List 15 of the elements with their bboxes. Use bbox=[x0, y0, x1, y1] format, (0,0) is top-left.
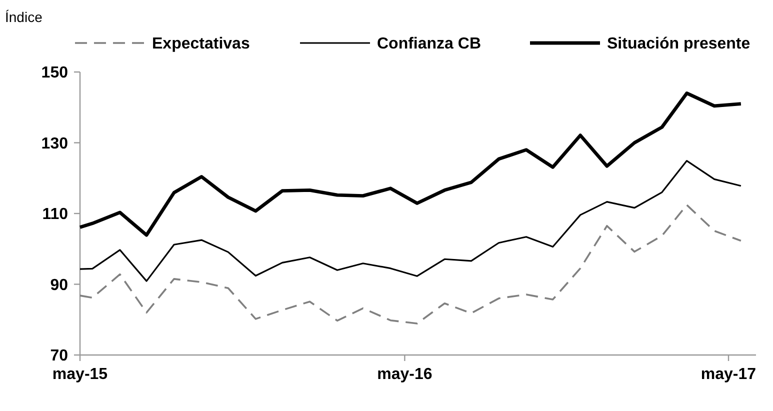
legend-label: Situación presente bbox=[607, 36, 750, 53]
y-axis-title: Índice bbox=[5, 9, 43, 25]
y-tick-label: 150 bbox=[41, 64, 68, 82]
y-tick-label: 110 bbox=[42, 206, 68, 224]
x-tick-label: may-17 bbox=[700, 366, 756, 383]
line-series bbox=[79, 160, 742, 282]
legend-label: Confianza CB bbox=[377, 36, 481, 53]
x-tick-label: may-16 bbox=[377, 366, 432, 383]
line-series bbox=[78, 92, 743, 237]
line-series bbox=[79, 204, 742, 324]
x-tick-label: may-15 bbox=[52, 366, 108, 383]
y-tick-label: 90 bbox=[50, 276, 68, 294]
y-tick-label: 70 bbox=[50, 348, 68, 365]
y-tick-label: 130 bbox=[41, 135, 68, 152]
legend-label: Expectativas bbox=[152, 36, 250, 53]
